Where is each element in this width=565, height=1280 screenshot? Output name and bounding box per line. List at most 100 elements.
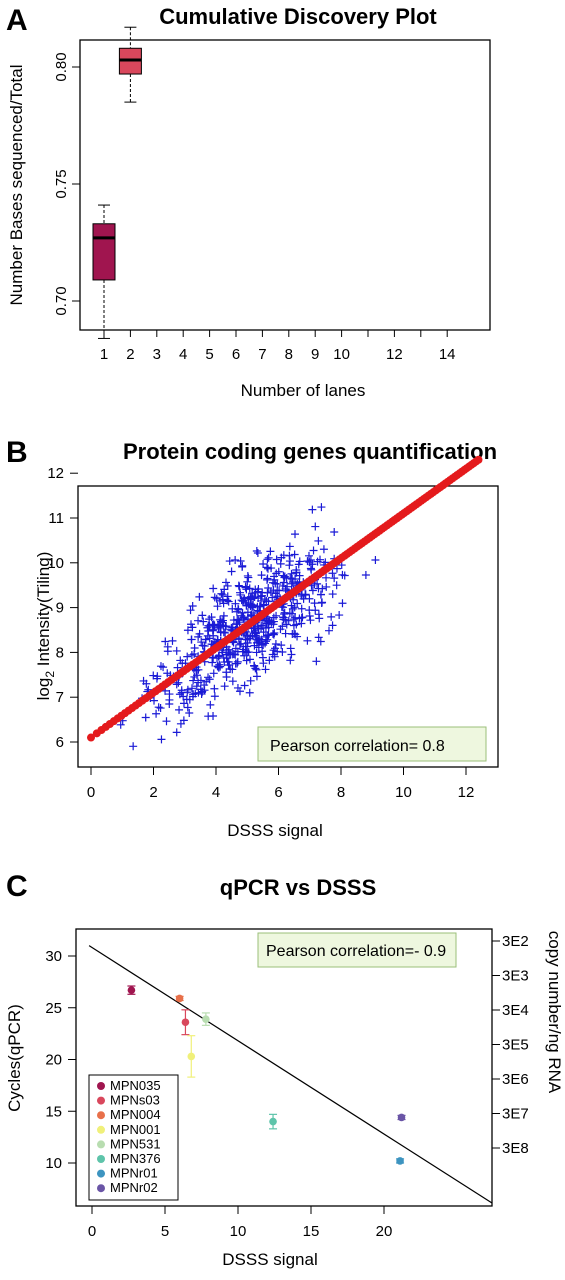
panel-b-title: Protein coding genes quantification <box>123 439 497 464</box>
scatter-point <box>162 717 171 726</box>
scatter-point <box>328 621 337 630</box>
scatter-point <box>205 622 214 631</box>
panel-a-x-tick-label: 8 <box>285 346 293 363</box>
scatter-point <box>272 555 281 564</box>
scatter-point <box>308 586 317 595</box>
panel-c-y-tick-label: 30 <box>45 948 62 965</box>
scatter-point <box>237 596 246 605</box>
scatter-point <box>179 716 188 725</box>
panel-b-x-tick-label: 6 <box>274 784 282 801</box>
panel-c-y-axis-label: Cycles(qPCR) <box>5 1004 24 1112</box>
scatter-point <box>265 617 274 626</box>
scatter-point <box>163 647 172 656</box>
panel-b-y-tick-label: 10 <box>47 555 64 572</box>
scatter-point <box>187 635 196 644</box>
scatter-point <box>280 608 289 617</box>
scatter-point <box>239 613 248 622</box>
scatter-point <box>286 574 295 583</box>
scatter-point <box>246 676 255 685</box>
scatter-point <box>322 573 331 582</box>
scatter-point <box>315 614 324 623</box>
fit-point <box>474 455 483 464</box>
scatter-point <box>225 557 234 566</box>
scatter-point <box>153 672 162 681</box>
scatter-point <box>285 551 294 560</box>
scatter-point <box>276 559 285 568</box>
scatter-point <box>214 663 223 672</box>
scatter-point <box>328 590 337 599</box>
scatter-point <box>340 571 349 580</box>
scatter-point <box>306 564 315 573</box>
scatter-point <box>305 594 314 603</box>
scatter-point <box>245 688 254 697</box>
scatter-point <box>222 578 231 587</box>
scatter-point <box>297 590 306 599</box>
panel-b-y-tick-label: 6 <box>56 734 64 751</box>
scatter-point <box>231 555 240 564</box>
scatter-point <box>188 602 197 611</box>
scatter-point <box>161 637 170 646</box>
scatter-point <box>251 664 260 673</box>
scatter-point <box>204 712 213 721</box>
scatter-point <box>287 609 296 618</box>
scatter-point <box>172 646 181 655</box>
panel-b-x-tick-label: 0 <box>87 784 95 801</box>
scatter-point <box>338 599 347 608</box>
scatter-point <box>330 574 339 583</box>
scatter-point <box>241 583 250 592</box>
scatter-point <box>253 587 262 596</box>
panel-a-x-tick-label: 14 <box>439 346 456 363</box>
scatter-point <box>330 527 339 536</box>
scatter-point <box>222 622 231 631</box>
scatter-point <box>263 555 272 564</box>
scatter-point <box>277 553 286 562</box>
scatter-point <box>261 637 270 646</box>
scatter-point <box>265 656 274 665</box>
legend-marker <box>97 1155 105 1163</box>
panel-a: A Cumulative Discovery Plot Number of la… <box>6 4 491 400</box>
panel-b: B Protein coding genes quantification DS… <box>6 436 499 840</box>
scatter-point <box>273 586 282 595</box>
scatter-point <box>271 579 280 588</box>
scatter-point <box>317 503 326 512</box>
scatter-point <box>259 559 268 568</box>
scatter-point <box>257 571 266 580</box>
scatter-point <box>219 653 228 662</box>
legend-label: MPNr02 <box>110 1180 158 1195</box>
scatter-point <box>256 602 265 611</box>
scatter-point <box>190 649 199 658</box>
scatter-point <box>228 665 237 674</box>
scatter-point <box>157 735 166 744</box>
scatter-point <box>286 644 295 653</box>
scatter-point <box>192 666 201 675</box>
scatter-point <box>231 644 240 653</box>
scatter-point <box>288 578 297 587</box>
panel-c-x-tick-label: 5 <box>161 1223 169 1240</box>
panel-a-y-tick-label: 0.75 <box>53 169 70 198</box>
panel-c-x-tick-label: 20 <box>376 1223 393 1240</box>
legend-marker <box>97 1111 105 1120</box>
panel-b-annotation: Pearson correlation= 0.8 <box>270 738 445 755</box>
scatter-point <box>235 687 244 696</box>
scatter-point <box>235 640 244 649</box>
scatter-point <box>228 604 237 613</box>
scatter-point <box>189 676 198 685</box>
panel-a-y-tick-label: 0.80 <box>53 52 70 81</box>
scatter-point <box>159 663 168 672</box>
scatter-point <box>183 626 192 635</box>
scatter-point <box>250 624 259 633</box>
scatter-point <box>207 613 216 622</box>
panel-letter-c: C <box>6 870 28 903</box>
scatter-point <box>272 611 281 620</box>
panel-c-y2-tick-label: 3E4 <box>502 1002 529 1019</box>
scatter-point <box>243 642 252 651</box>
panel-c-y-tick-label: 15 <box>45 1103 62 1120</box>
scatter-point <box>227 623 236 632</box>
scatter-point <box>290 629 299 638</box>
scatter-point <box>335 611 344 620</box>
panel-a-y-axis-label: Number Bases sequenced/Total <box>7 65 26 306</box>
panel-b-y-axis-label: log2 Intensity(Tiling) <box>34 552 57 701</box>
scatter-point <box>276 625 285 634</box>
scatter-point <box>309 546 318 555</box>
scatter-point <box>174 678 183 687</box>
